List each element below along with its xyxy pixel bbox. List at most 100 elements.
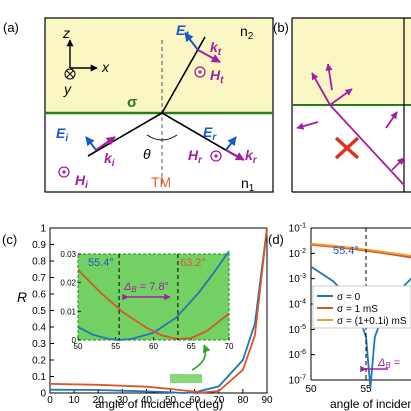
panel-c-ylabel: R	[17, 289, 27, 305]
axis-z-label: z	[62, 25, 70, 41]
c-ytick-label: 0.8	[32, 257, 46, 268]
kr-arrow	[225, 149, 245, 161]
c-xtick-label: 10	[69, 395, 81, 406]
n2-label: n2	[240, 23, 254, 42]
panel-b-cross-icon	[334, 136, 360, 160]
panel-b-arrow-top	[325, 63, 333, 91]
ei-arrow	[85, 136, 97, 151]
panel-c-series	[49, 227, 268, 394]
panel-d-label: (d)	[268, 232, 284, 247]
hr-out-of-plane-icon	[210, 150, 222, 162]
theta-label: θ	[143, 146, 151, 162]
kt-arrow	[197, 49, 221, 63]
panel-b-arrow-right-up	[385, 111, 398, 129]
inset-angle-blue: 55.4°	[88, 257, 114, 269]
hi-label: Hi	[75, 172, 88, 191]
theta-arc	[146, 134, 178, 141]
et-arrow	[184, 32, 199, 51]
incident-ray	[87, 112, 163, 157]
inset-ytick-label: 0	[72, 336, 77, 345]
ht-out-of-plane-icon	[194, 66, 206, 78]
inset-series-line-1	[77, 269, 230, 341]
sigma-label: σ	[127, 94, 137, 111]
d-ytick-label: 10-3	[289, 273, 306, 285]
inset-xtick-label: 60	[149, 342, 158, 351]
d-xtick-label: 55	[360, 384, 372, 395]
panel-d-angle-marker: 55.4°	[333, 245, 359, 257]
panel-a-label: (a)	[3, 20, 19, 35]
legend-label-sigma0: σ = 0	[337, 292, 361, 303]
zoom-region	[170, 374, 202, 383]
c-ytick-label: 0.3	[32, 339, 46, 350]
zoom-arrow-icon	[191, 344, 211, 371]
c-xtick-label: 70	[213, 395, 225, 406]
c-xtick-label: 80	[237, 395, 249, 406]
c-ytick-label: 0.9	[32, 240, 46, 251]
kt-label: kt	[210, 39, 222, 58]
inset-xtick-label: 55	[111, 342, 120, 351]
panel-c-y-ticks: 0 0.1 0.2 0.3 0.4 0.5 0.6 0.7 0.8 0.9 1	[32, 224, 54, 400]
inset-xtick-label: 50	[74, 342, 83, 351]
panel-d-xlabel: angle of incidence	[330, 397, 411, 411]
panel-b-ray-lower	[329, 104, 405, 186]
hi-dot	[62, 170, 66, 174]
n1-label: n1	[241, 175, 255, 194]
ei-label: Ei	[56, 125, 68, 144]
d-series-line-2	[310, 242, 411, 257]
inset-delta-label: ΔB = 7.8°	[123, 281, 169, 294]
ht-label: Ht	[210, 67, 224, 86]
c-series-line-1	[49, 227, 268, 394]
inset-xtick-label: 70	[225, 342, 234, 351]
ki-label: ki	[104, 150, 115, 169]
panel-b-arrow-up-right	[329, 88, 353, 106]
panel-d: (d) 10-1 10-2 10-3 10-4 10-5 10-6 10-7 50 55 55…	[268, 223, 411, 411]
panel-b-arrow-up-left	[311, 72, 331, 106]
ki-arrow	[95, 136, 116, 151]
reflected-ray	[161, 112, 237, 157]
axis-y-label: y	[63, 81, 72, 97]
c-xtick-label: 30	[117, 395, 129, 406]
inset-ytick-label: 0.01	[60, 307, 76, 316]
panel-c-label: (c)	[2, 232, 17, 247]
y-axis-into-icon	[64, 68, 76, 80]
c-xtick-label: 40	[141, 395, 153, 406]
panel-c-xlabel: angle of incidence (deg)	[95, 397, 223, 411]
c-series-line-0	[49, 227, 268, 394]
c-ytick-label: 0.4	[32, 323, 46, 334]
hi-out-of-plane-icon	[58, 166, 70, 178]
er-arrow	[225, 136, 237, 151]
er-label: Er	[203, 124, 217, 143]
d-ytick-label: 10-4	[289, 299, 306, 311]
legend-label-sigma1: σ = 1 mS	[337, 304, 378, 315]
upper-medium	[45, 18, 273, 113]
d-ytick-label: 10-1	[289, 223, 306, 235]
panel-b: (b)	[273, 17, 411, 193]
inset-xtick-label: 65	[187, 342, 196, 351]
panel-c-x-ticks: 0 10 20 30 40 50 60 70 80 90	[47, 389, 273, 406]
inset-series	[77, 250, 230, 341]
panel-b-arrow-left	[296, 121, 319, 130]
et-label: Et	[176, 22, 189, 41]
panel-a: (a) z x y n2 n1 σ θ TM Et kt Ht	[3, 17, 274, 194]
d-ytick-label: 10-2	[289, 248, 306, 260]
kr-label: kr	[245, 147, 258, 166]
panel-b-label: (b)	[273, 20, 289, 35]
c-xtick-label: 90	[261, 395, 273, 406]
panel-b-arrow-lower	[391, 157, 405, 171]
d-ytick-label: 10-5	[289, 324, 306, 336]
d-series-line-1	[310, 243, 411, 259]
panel-a-frame	[44, 17, 274, 193]
d-ytick-label: 10-7	[289, 375, 306, 387]
panel-b-upper-medium	[292, 18, 411, 105]
inset-ytick-label: 0.03	[60, 250, 76, 259]
hr-label: Hr	[188, 147, 203, 166]
c-xtick-label: 0	[47, 395, 53, 406]
c-ytick-label: 0.1	[32, 372, 46, 383]
d-xtick-label: 50	[305, 384, 317, 395]
legend-label-sigma-complex: σ = (1+0.1i) mS	[337, 316, 407, 327]
y-axis-cross	[66, 70, 74, 78]
ht-dot	[198, 70, 202, 74]
axis-x-label: x	[101, 59, 110, 75]
c-ytick-label: 1	[40, 224, 46, 235]
